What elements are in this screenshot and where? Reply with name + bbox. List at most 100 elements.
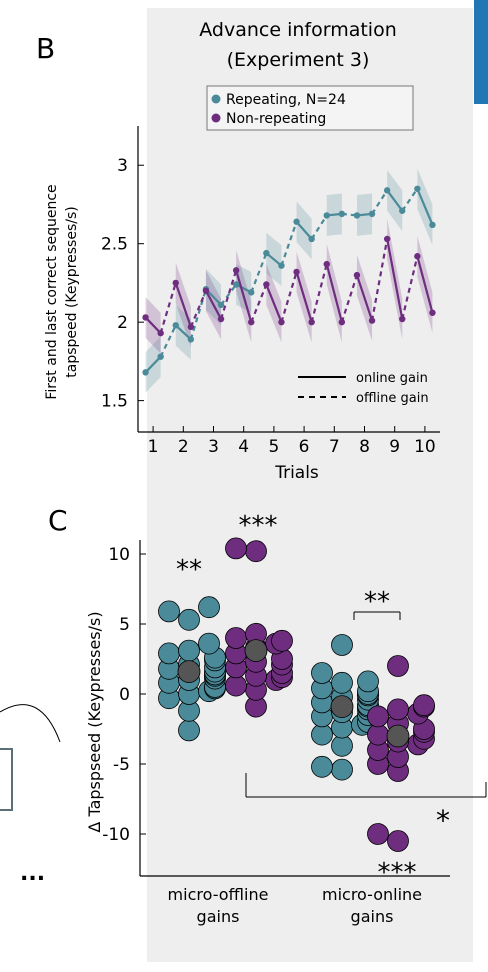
b-point-last (217, 301, 225, 309)
b-online-segment (386, 238, 404, 320)
b-y-tick-label: 3 (117, 156, 128, 176)
panel-c-letter: C (48, 504, 68, 537)
b-offline-segment (220, 283, 238, 306)
b-online-segment (144, 316, 162, 334)
legend-marker-repeating (211, 94, 221, 104)
b-online-segment (265, 284, 283, 323)
b-offline-segment (280, 271, 298, 323)
b-point-first (383, 235, 391, 243)
b-x-tick-label: 5 (268, 437, 279, 457)
panel-b-bands (145, 168, 433, 393)
b-online-segment (265, 252, 283, 267)
b-x-tick-label: 2 (178, 437, 189, 457)
b-online-segment (295, 220, 313, 240)
c-data-point (331, 758, 353, 781)
b-point-last (399, 207, 406, 214)
panel-b-axes: 1.522.531 2 3 4 5 6 7 8 9 10 (101, 126, 440, 457)
b-offline-segment (310, 214, 328, 240)
b-online-segment (416, 188, 434, 226)
xlabel-online-line1: micro-online (322, 885, 422, 904)
panel-c-points (158, 537, 435, 852)
b-point-last (338, 318, 346, 326)
c-data-point (387, 655, 409, 677)
legend-label-repeating: Repeating, N=24 (226, 92, 346, 108)
cropped-arc (0, 704, 61, 743)
b-point-first (232, 267, 240, 274)
c-data-point (367, 705, 389, 728)
b-point-last (217, 315, 225, 323)
b-offline-segment (340, 274, 358, 323)
ellipsis-text: ... (20, 861, 45, 886)
b-point-first (263, 249, 270, 257)
b-online-segment (174, 324, 192, 341)
c-data-point (225, 627, 247, 649)
b-point-first (323, 260, 330, 268)
sig-online-between: ** (364, 587, 390, 617)
sig-interaction: * (436, 804, 450, 837)
left-edge-fragments: ... (0, 704, 61, 886)
b-point-last (157, 353, 164, 360)
b-online-segment (325, 263, 343, 323)
b-online-segment (204, 290, 223, 320)
cropped-box (0, 748, 13, 811)
panel-b-style-legend: online gain offline gain (298, 371, 429, 406)
c-data-point (158, 600, 180, 623)
b-offline-segment (310, 263, 328, 323)
b-point-last (187, 336, 195, 343)
c-data-point (311, 755, 333, 778)
b-offline-segment (401, 188, 419, 212)
c-y-tick-label: 10 (108, 545, 130, 565)
b-point-first (293, 218, 300, 225)
b-point-last (368, 317, 376, 324)
b-point-first (232, 281, 240, 288)
c-data-point (225, 537, 247, 560)
panel-c-axes: -10 -5 0 5 10 (102, 540, 450, 877)
c-data-point (387, 698, 409, 721)
b-point-last (368, 210, 376, 218)
b-offline-segment (189, 290, 207, 328)
b-point-last (278, 262, 285, 269)
blue-accent-bar (474, 0, 488, 104)
c-data-point (413, 694, 435, 717)
c-mean-point (244, 639, 268, 662)
panel-b-xlabel: Trials (274, 463, 319, 483)
panel-b-ylabel-line1: First and last correct sequence (44, 184, 60, 399)
b-point-first (414, 185, 421, 192)
b-x-tick-label: 8 (359, 437, 370, 457)
c-data-point (178, 639, 200, 662)
c-data-point (198, 632, 220, 655)
panel-b-ylabel-line2: tapspeed (Keypresses/s) (64, 206, 80, 377)
b-point-first (142, 369, 149, 376)
b-point-last (338, 210, 346, 218)
panel-b-legend: Repeating, N=24 Non-repeating (206, 85, 414, 131)
b-x-tick-label: 7 (329, 437, 340, 457)
b-offline-segment (159, 324, 177, 358)
c-data-point (331, 671, 353, 694)
sig-offline-repeating: ** (176, 555, 202, 585)
legend-marker-nonrepeating (211, 113, 221, 123)
panel-b-ylabel: First and last correct sequence tapspeed… (44, 184, 80, 399)
panel-c: C Δ Tapspseed (Keypresses/s) -10 -5 0 5 10 *… (48, 504, 487, 926)
b-online-segment (144, 355, 162, 374)
b-point-first (323, 212, 330, 219)
legend-box (206, 85, 414, 131)
b-offline-segment (371, 189, 389, 215)
b-point-first (353, 212, 361, 219)
xlabel-offline-line2: gains (197, 907, 240, 926)
b-x-tick-label: 1 (148, 437, 159, 457)
b-point-last (278, 318, 285, 326)
b-x-tick-label: 9 (389, 437, 400, 457)
c-y-tick-label: 0 (119, 685, 130, 705)
b-x-tick-label: 3 (208, 437, 219, 457)
panel-b: B Advance information (Experiment 3) Rep… (36, 19, 440, 483)
b-point-first (142, 314, 149, 321)
b-point-last (248, 318, 255, 326)
b-x-tick-label: 10 (414, 437, 436, 457)
c-data-point (178, 719, 200, 742)
panel-b-title-line1: Advance information (199, 19, 397, 41)
c-y-tick-label: 5 (119, 615, 130, 635)
b-point-last (308, 235, 315, 243)
b-point-last (187, 323, 195, 331)
legend-online-label: online gain (356, 371, 428, 386)
